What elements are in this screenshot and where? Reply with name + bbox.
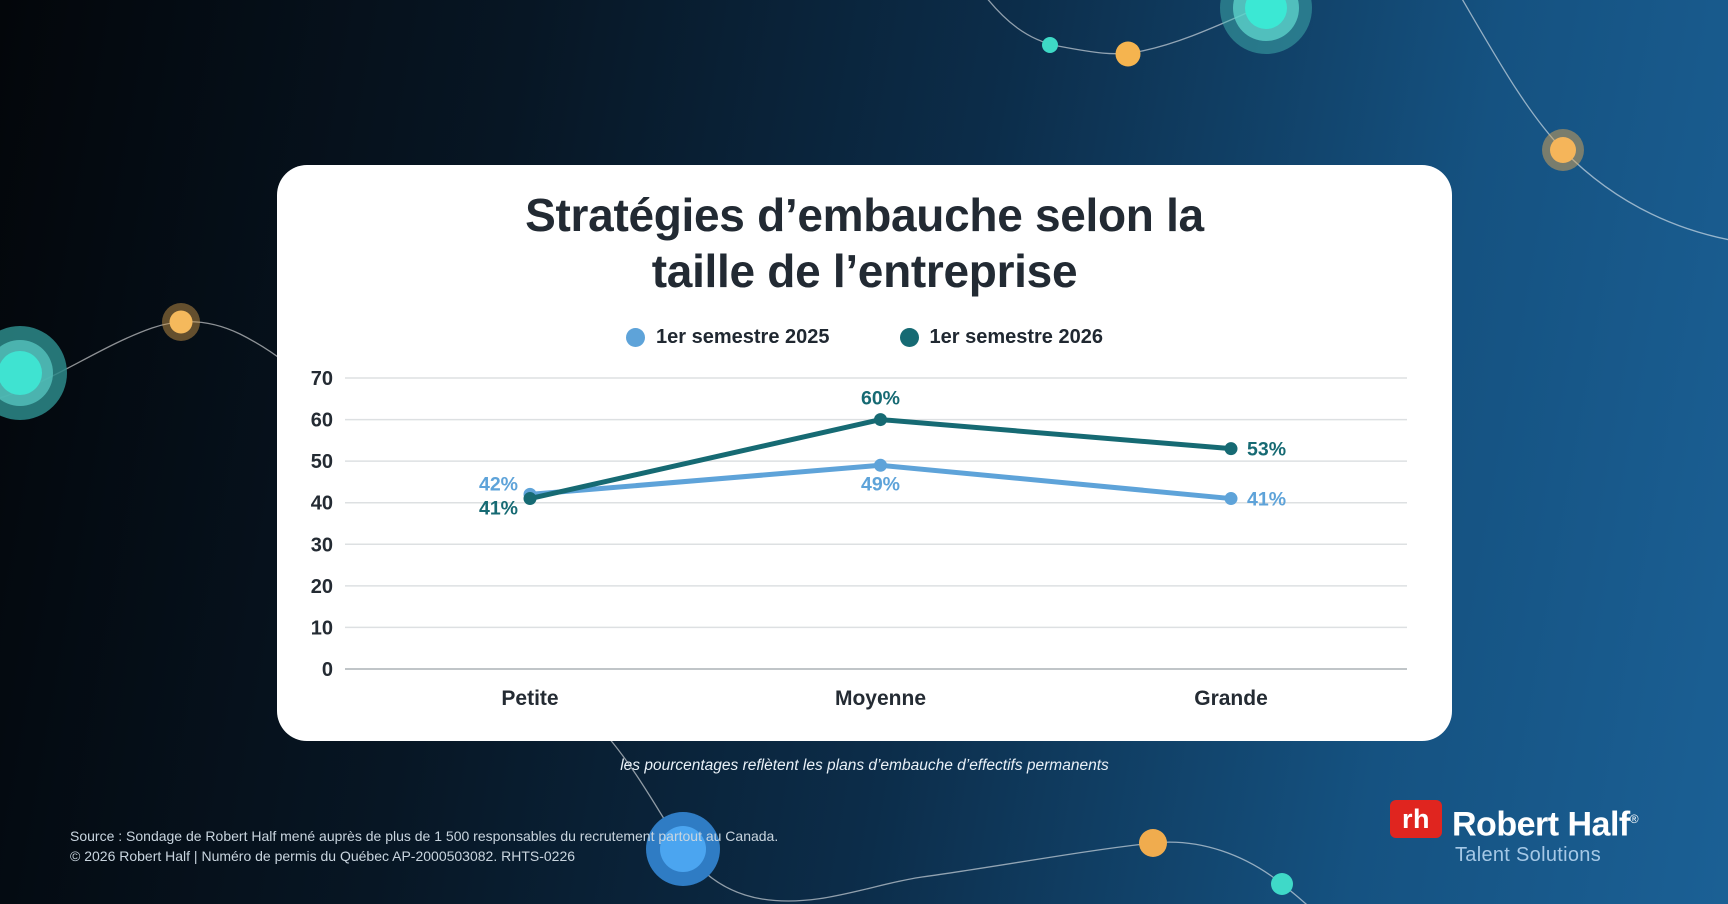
ytick-0: 0 (322, 659, 333, 681)
series-1-datalabel-1: 60% (861, 388, 900, 410)
series-0-marker-2 (1224, 492, 1238, 506)
ytick-60: 60 (311, 410, 333, 432)
chart-footnote: les pourcentages reflètent les plans d’e… (620, 757, 1109, 774)
robert-half-logo: rh Robert Half® Talent Solutions (1390, 800, 1639, 867)
chart-title-line1: Stratégies d’embauche selon la (525, 189, 1204, 241)
xcat-petite: Petite (501, 687, 558, 710)
logo-tagline: Talent Solutions (1455, 844, 1602, 867)
ytick-50: 50 (311, 451, 333, 473)
line-chart: 0 10 20 30 40 50 60 70 Petite Moyenne Grande 42% 49%… (311, 368, 1407, 710)
decor-curve-top (987, 0, 1277, 55)
logo-text: Robert Half® Talent Solutions (1452, 800, 1639, 867)
ytick-70: 70 (311, 368, 333, 390)
series-0-marker-1 (874, 458, 887, 472)
legend-label-2026: 1er semestre 2026 (929, 326, 1103, 348)
decor-dot-right-orange (1542, 129, 1584, 171)
chart-title: Stratégies d’embauche selon la taille de… (277, 187, 1452, 299)
series-0-datalabel-0: 42% (479, 473, 518, 495)
chart-card: Stratégies d’embauche selon la taille de… (277, 165, 1452, 741)
decor-curve-right (1461, 0, 1728, 241)
decor-dot-top-orange (1115, 41, 1141, 67)
decor-dot-bottom-teal (1271, 873, 1293, 895)
series-1-marker-1 (874, 413, 887, 427)
legend-label-2025: 1er semestre 2025 (656, 326, 830, 348)
decor-circle-bottom-blue (646, 812, 720, 886)
ytick-20: 20 (311, 576, 333, 598)
rh-monogram-icon: rh (1390, 800, 1442, 838)
series-1-datalabel-2: 53% (1247, 439, 1286, 461)
legend-item-2025: 1er semestre 2025 (626, 326, 830, 349)
source-line1: Source : Sondage de Robert Half mené aup… (70, 828, 779, 844)
xcat-moyenne: Moyenne (835, 687, 926, 710)
logo-brand: Robert Half® (1452, 800, 1639, 844)
source-line2: © 2026 Robert Half | Numéro de permis du… (70, 848, 576, 865)
decor-circle-left-teal (0, 326, 67, 420)
legend-item-2026: 1er semestre 2026 (899, 326, 1103, 349)
decor-circle-top-teal (1220, 0, 1312, 54)
decor-dot-left-orange (162, 303, 200, 341)
registered-mark: ® (1629, 812, 1639, 826)
ytick-10: 10 (311, 617, 333, 639)
chart-legend: 1er semestre 2025 1er semestre 2026 (277, 326, 1452, 349)
legend-dot-2025 (626, 328, 646, 347)
ytick-30: 30 (311, 534, 333, 556)
chart-title-line2: taille de l’entreprise (651, 245, 1078, 298)
decor-dot-top-teal (1042, 37, 1058, 53)
series-1-marker-2 (1224, 442, 1238, 456)
xcat-grande: Grande (1194, 687, 1268, 710)
series-1-marker-0 (523, 492, 537, 506)
ytick-40: 40 (311, 493, 333, 515)
series-0-datalabel-2: 41% (1247, 489, 1286, 511)
source-text: Source : Sondage de Robert Half mené aup… (70, 826, 778, 867)
legend-dot-2026 (899, 328, 919, 347)
series-0-datalabel-1: 49% (861, 473, 900, 495)
logo-brand-name: Robert Half (1452, 805, 1630, 844)
series-1-datalabel-0: 41% (479, 498, 518, 520)
decor-dot-bottom-orange (1139, 829, 1167, 857)
